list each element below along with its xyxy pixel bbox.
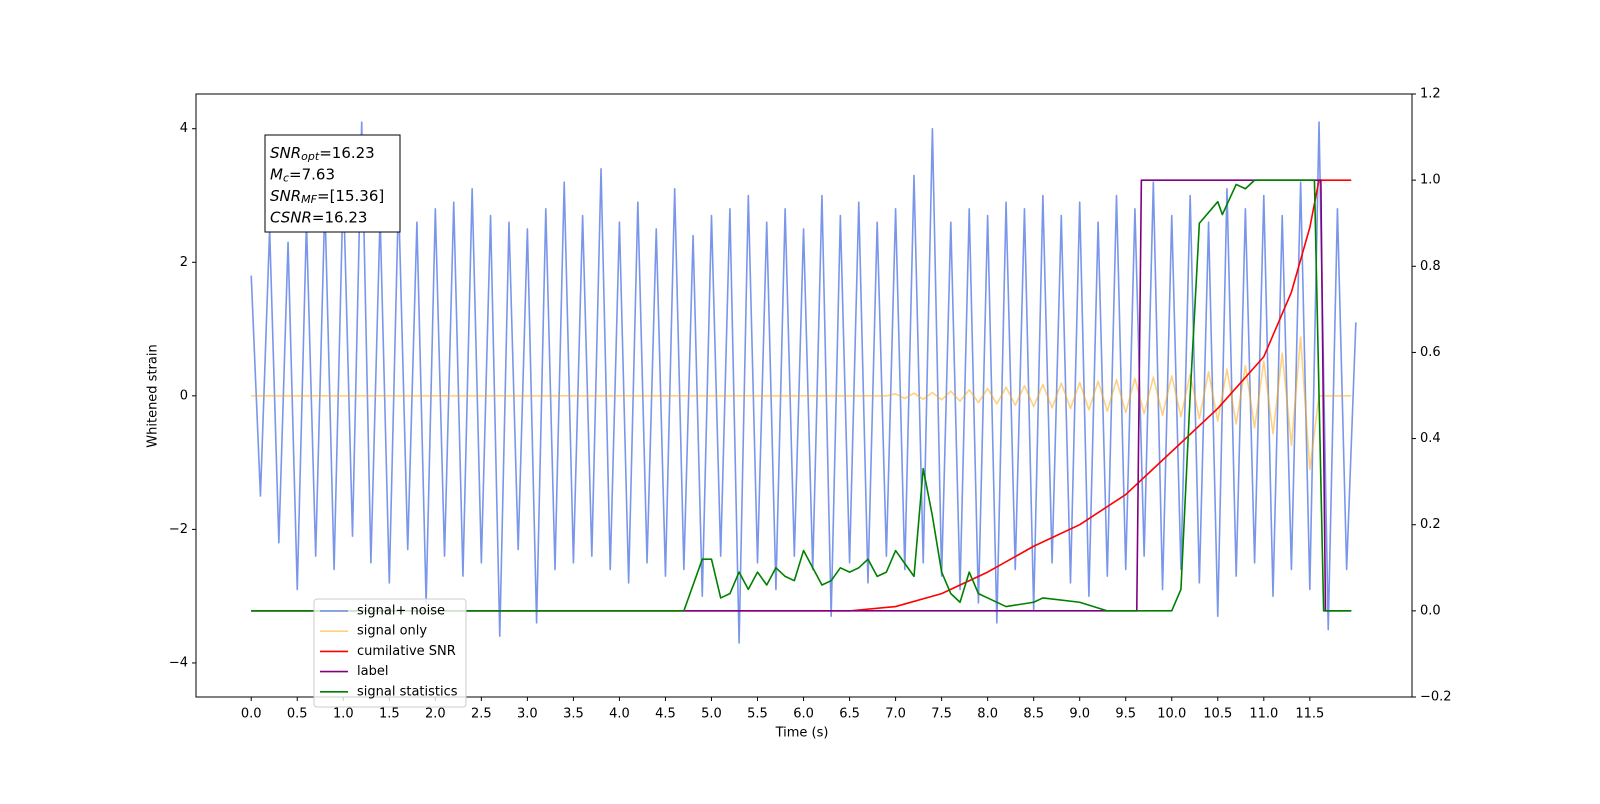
y-axis-label: Whitened strain <box>146 344 161 447</box>
annotation-rest: =16.23 <box>312 208 368 226</box>
y-tick-label: 4 <box>180 121 188 136</box>
legend-label: signal only <box>357 624 427 639</box>
annotation-main: CSNR <box>270 208 312 226</box>
legend-label: signal+ noise <box>357 604 445 619</box>
series-line <box>250 121 1357 644</box>
x-tick-label: 11.0 <box>1249 707 1278 722</box>
x-tick-label: 3.0 <box>517 707 538 722</box>
y2-tick-label: 1.2 <box>1420 87 1441 102</box>
legend-label: signal statistics <box>357 684 458 699</box>
annotation-main: M <box>270 165 283 183</box>
annotation-main: SNR <box>270 144 301 162</box>
legend-label: cumilative SNR <box>357 644 456 659</box>
y2-tick-label: 0.6 <box>1420 345 1441 360</box>
annotation: Mc=7.63 <box>270 165 335 185</box>
annotation-rest: =[15.36] <box>317 187 384 205</box>
x-tick-label: 10.5 <box>1203 707 1232 722</box>
x-tick-label: 2.0 <box>425 707 446 722</box>
y2-tick-label: 1.0 <box>1420 173 1441 188</box>
x-tick-label: 5.0 <box>701 707 722 722</box>
x-tick-label: 1.5 <box>379 707 400 722</box>
x-tick-label: 3.5 <box>563 707 584 722</box>
y2-tick-label: −0.2 <box>1420 690 1452 705</box>
series-line <box>251 179 1352 612</box>
annotation-sub: opt <box>301 150 320 163</box>
x-tick-label: 4.0 <box>609 707 630 722</box>
annotation-main: SNR <box>270 187 301 205</box>
x-tick-label: 6.0 <box>793 707 814 722</box>
x-tick-label: 10.0 <box>1157 707 1186 722</box>
x-tick-label: 0.5 <box>287 707 308 722</box>
y2-tick-label: 0.2 <box>1420 517 1441 532</box>
annotation-sub: c <box>283 172 289 185</box>
x-tick-label: 2.5 <box>471 707 492 722</box>
annotation: SNRopt=16.23 <box>270 144 375 164</box>
annotation: CSNR=16.23 <box>270 208 367 226</box>
legend-box <box>313 598 467 708</box>
series-line <box>251 336 1352 471</box>
x-tick-label: 5.5 <box>747 707 768 722</box>
annotation-rest: =7.63 <box>289 165 335 183</box>
annotation-sub: MF <box>301 193 317 206</box>
x-tick-label: 11.5 <box>1295 707 1324 722</box>
y-tick-label: −2 <box>169 522 188 537</box>
x-tick-label: 7.5 <box>931 707 952 722</box>
x-tick-label: 1.0 <box>333 707 354 722</box>
series-line <box>251 179 1352 612</box>
x-tick-label: 6.5 <box>839 707 860 722</box>
y2-tick-label: 0.4 <box>1420 431 1441 446</box>
y-tick-label: 2 <box>180 255 188 270</box>
y-tick-label: 0 <box>180 388 188 403</box>
x-tick-label: 8.0 <box>977 707 998 722</box>
x-tick-label: 9.5 <box>1115 707 1136 722</box>
legend-label: label <box>357 664 388 679</box>
y2-tick-label: 0.8 <box>1420 259 1441 274</box>
annotation: SNRMF=[15.36] <box>270 187 384 207</box>
plot-area <box>250 121 1357 644</box>
x-tick-label: 4.5 <box>655 707 676 722</box>
x-tick-label: 0.0 <box>241 707 262 722</box>
x-axis-label: Time (s) <box>775 726 829 741</box>
x-tick-label: 7.0 <box>885 707 906 722</box>
x-tick-label: 9.0 <box>1069 707 1090 722</box>
annotation-rest: =16.23 <box>319 144 375 162</box>
x-tick-label: 8.5 <box>1023 707 1044 722</box>
y-tick-label: −4 <box>169 655 188 670</box>
annotation-box <box>264 134 401 233</box>
y2-tick-label: 0.0 <box>1420 603 1441 618</box>
